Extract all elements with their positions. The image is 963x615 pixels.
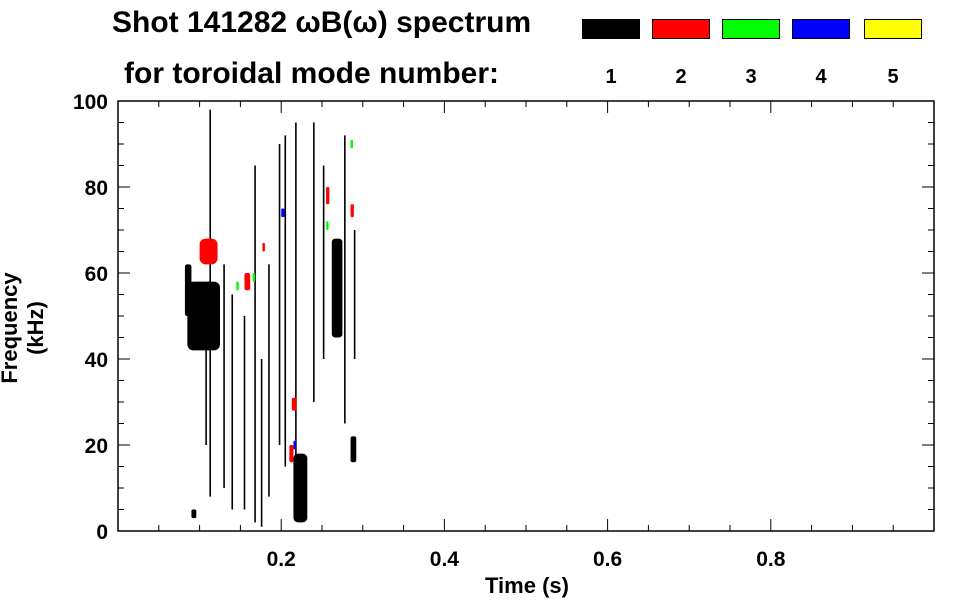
spectrum-region-mode-1 xyxy=(184,264,192,316)
axis-tick-labels: 0.2 0.4 0.6 0.8 0 20 40 60 80 100 xyxy=(73,91,786,571)
legend-label-mode-2: 2 xyxy=(675,66,687,88)
x-tick-label: 0.6 xyxy=(593,548,622,571)
legend-swatch-mode-3 xyxy=(722,19,780,39)
spectrum-region-mode-2 xyxy=(326,187,330,205)
y-tick-label: 20 xyxy=(85,435,108,458)
y-axis-label: Frequency (kHz) xyxy=(0,272,48,384)
legend-swatch-mode-5 xyxy=(864,19,922,39)
y-tick-label: 80 xyxy=(85,177,108,200)
spectrum-region-mode-2 xyxy=(350,204,354,218)
spectrum-region-mode-1 xyxy=(331,238,343,338)
spectrum-region-mode-2 xyxy=(244,273,251,291)
spectrum-region-mode-3 xyxy=(252,273,256,282)
spectrum-region-mode-3 xyxy=(236,281,239,291)
spectrum-region-mode-1 xyxy=(191,509,197,519)
x-axis-label: Time (s) xyxy=(485,573,569,598)
x-tick-label: 0.2 xyxy=(267,548,296,571)
legend-caption: for toroidal mode number: xyxy=(124,57,499,90)
spectrum-region-mode-3 xyxy=(326,221,329,230)
spectrum-region-mode-2 xyxy=(199,238,218,265)
legend-label-mode-5: 5 xyxy=(887,66,899,88)
spectrum-region-mode-2 xyxy=(289,445,294,463)
spectrum-region-mode-1 xyxy=(293,453,308,523)
spectrum-region-mode-4 xyxy=(293,440,296,450)
x-tick-label: 0.8 xyxy=(756,548,786,571)
legend-label-mode-3: 3 xyxy=(745,66,757,88)
spectrum-region-mode-4 xyxy=(281,208,285,218)
x-tick-label: 0.4 xyxy=(430,548,460,571)
spectrum-region-mode-1 xyxy=(187,281,220,351)
chart-title: Shot 141282 ωB(ω) spectrum xyxy=(112,6,532,39)
legend-label-mode-1: 1 xyxy=(605,66,617,88)
legend-swatch-mode-2 xyxy=(652,19,710,39)
legend-swatch-mode-4 xyxy=(792,19,850,39)
y-tick-label: 60 xyxy=(85,263,108,286)
y-tick-label: 0 xyxy=(96,521,108,544)
spectrum-region-mode-2 xyxy=(291,397,297,411)
y-tick-label: 40 xyxy=(85,349,108,372)
plot-frame xyxy=(117,100,935,532)
legend-label-mode-4: 4 xyxy=(815,66,827,88)
axis-ticks xyxy=(117,100,935,532)
spectrum-region-mode-1 xyxy=(350,436,357,463)
legend-swatch-mode-1 xyxy=(582,19,640,39)
spectrum-region-mode-3 xyxy=(350,139,354,149)
y-tick-label: 100 xyxy=(73,91,108,114)
spectrum-region-mode-2 xyxy=(262,242,265,252)
spectrum-data xyxy=(184,109,357,527)
